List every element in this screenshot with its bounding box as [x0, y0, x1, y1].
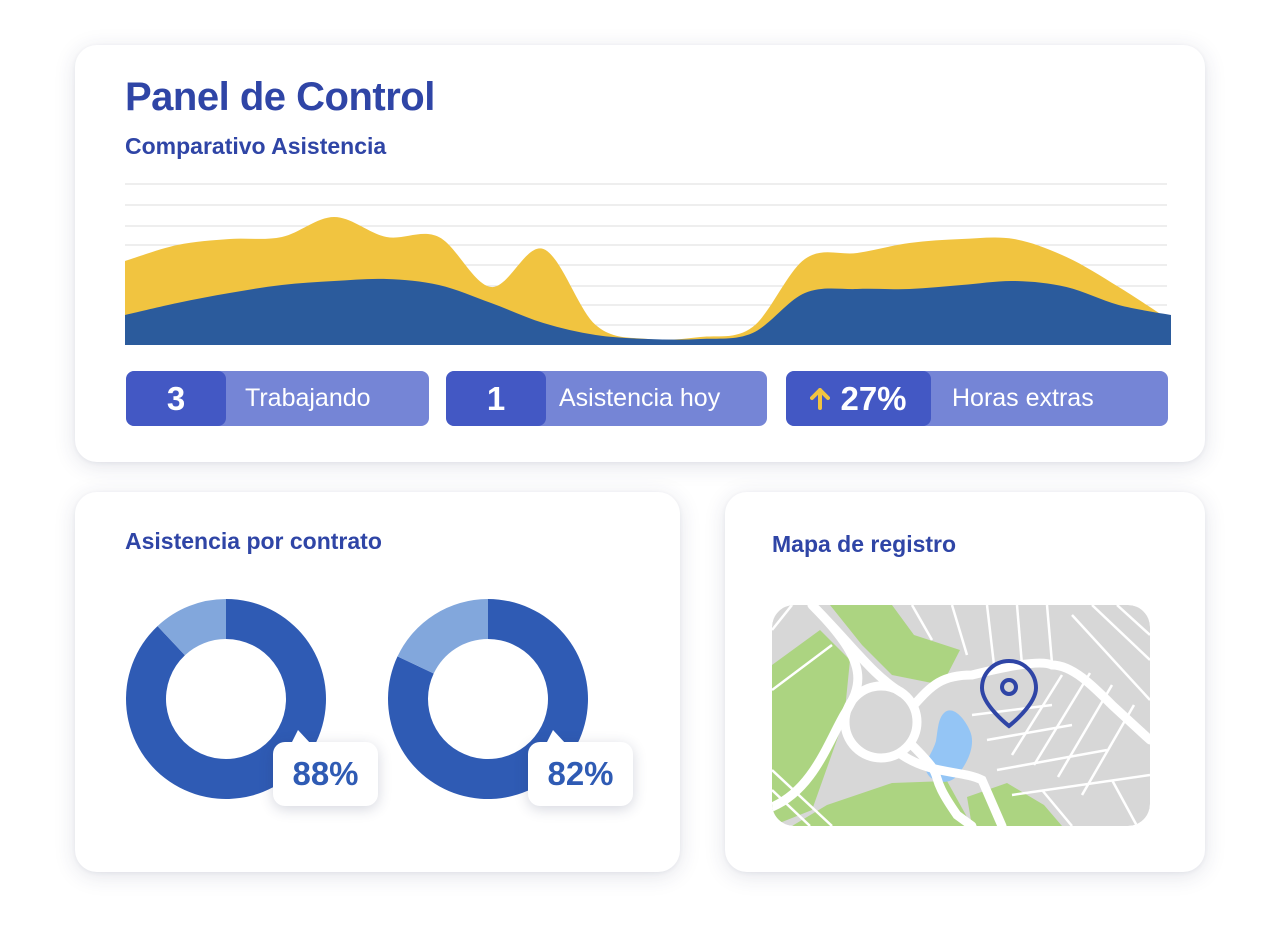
stat-overtime-value-box: 27% [786, 371, 931, 426]
attendance-area-chart [125, 183, 1171, 345]
location-pin-icon[interactable] [979, 658, 1039, 729]
attendance-panel: Panel de Control Comparativo Asistencia … [75, 45, 1205, 462]
stat-working[interactable]: 3 Trabajando [126, 371, 429, 426]
stat-working-value: 3 [126, 371, 226, 426]
donut-slice-remaining [397, 599, 488, 674]
percent-label-2: 82% [547, 755, 614, 792]
area-series-blue [125, 278, 1171, 345]
stat-attendance-today-label: Asistencia hoy [559, 384, 721, 412]
stat-overtime-value: 27% [840, 379, 907, 417]
registration-map[interactable] [772, 605, 1150, 826]
section-title: Asistencia por contrato [125, 528, 382, 554]
arrow-up-icon [810, 380, 831, 418]
section-title: Mapa de registro [772, 531, 957, 557]
stat-attendance-today[interactable]: 1 Asistencia hoy [446, 371, 767, 426]
percent-bubble-2: 82% [528, 730, 633, 806]
contract-attendance-panel: Asistencia por contrato 88% 82% [75, 492, 680, 872]
stat-working-label: Trabajando [245, 384, 371, 412]
page-title: Panel de Control [125, 75, 435, 119]
stat-overtime[interactable]: 27% Horas extras [786, 371, 1168, 426]
stat-attendance-today-value: 1 [446, 371, 546, 426]
percent-label-1: 88% [292, 755, 359, 792]
percent-bubble-1: 88% [273, 730, 378, 806]
registration-map-panel: Mapa de registro [725, 492, 1205, 872]
donut-slice-remaining [157, 599, 226, 656]
stat-overtime-label: Horas extras [952, 384, 1094, 412]
chart-title: Comparativo Asistencia [125, 133, 387, 159]
